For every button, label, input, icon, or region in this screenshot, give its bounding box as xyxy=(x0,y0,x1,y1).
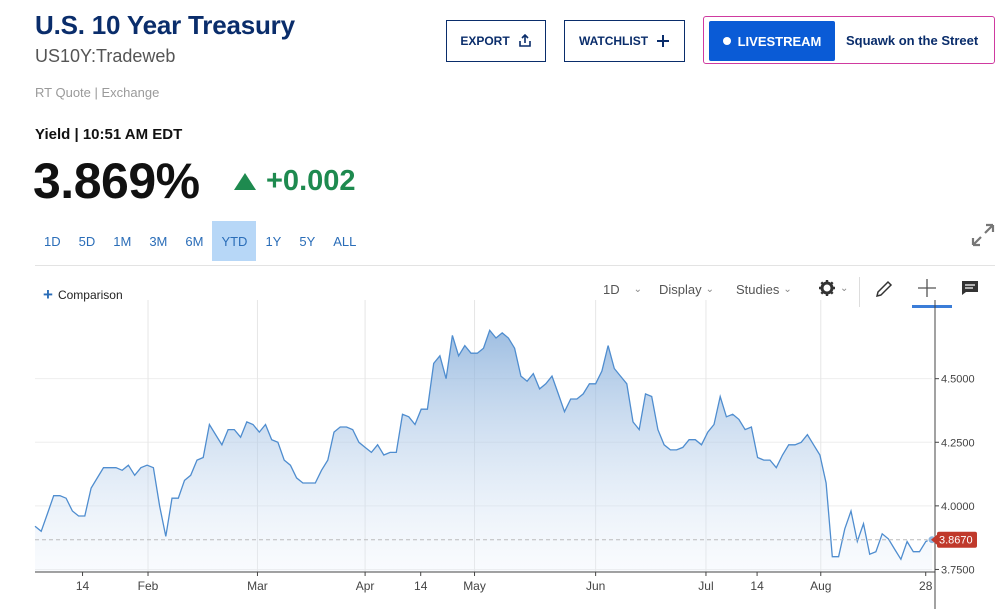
settings-button[interactable]: ⌄ xyxy=(818,279,848,297)
range-tab[interactable]: ALL xyxy=(333,233,357,249)
x-tick-label: 28 xyxy=(919,579,933,593)
watchlist-button[interactable]: WATCHLIST xyxy=(564,20,685,62)
divider xyxy=(35,265,995,266)
crosshair-active-indicator xyxy=(912,305,952,308)
range-tab[interactable]: 3M xyxy=(149,233,168,249)
y-tick-label: 4.0000 xyxy=(941,501,975,513)
livestream-button[interactable]: LIVESTREAM xyxy=(709,21,835,61)
x-tick-label: May xyxy=(463,579,486,593)
ticker-symbol: US10Y:Tradeweb xyxy=(35,46,176,66)
display-dropdown[interactable]: Display ⌄ xyxy=(659,282,714,297)
export-label: EXPORT xyxy=(460,34,510,48)
chevron-down-icon: ⌄ xyxy=(705,284,715,295)
comparison-button[interactable]: + Comparison xyxy=(43,285,123,305)
livestream-box[interactable]: LIVESTREAM Squawk on the Street xyxy=(703,16,995,64)
x-tick-label: Jul xyxy=(698,579,713,593)
up-arrow-icon xyxy=(234,173,256,190)
range-tab-active[interactable]: YTD xyxy=(212,221,257,261)
interval-label: 1D xyxy=(603,282,620,297)
display-label: Display xyxy=(659,282,702,297)
series-line xyxy=(34,328,933,561)
plus-icon xyxy=(657,35,670,47)
x-tick-label: 14 xyxy=(76,579,90,593)
x-tick-label: Jun xyxy=(586,579,605,593)
x-tick-label: Aug xyxy=(810,579,831,593)
crosshair-icon[interactable] xyxy=(916,277,938,299)
range-selector: 1D 5D 1M 3M 6M YTD 1Y 5Y ALL xyxy=(35,221,365,261)
livestream-show-link[interactable]: Squawk on the Street xyxy=(846,33,979,48)
interval-dropdown[interactable]: 1D ⌄ xyxy=(603,282,642,297)
comment-icon[interactable] xyxy=(960,279,980,297)
x-tick-label: 14 xyxy=(750,579,764,593)
range-tab[interactable]: 1Y xyxy=(265,233,282,249)
y-tick-label: 4.5000 xyxy=(941,374,975,386)
page-title: U.S. 10 Year Treasury xyxy=(35,10,295,40)
x-tick-label: Apr xyxy=(356,579,375,593)
last-price: 3.869% xyxy=(33,153,200,209)
yield-chart[interactable]: 4.5000 4.2500 4.0000 3.7500 3.8670 14 Feb Mar Ap… xyxy=(0,300,1001,609)
watchlist-label: WATCHLIST xyxy=(578,34,649,48)
y-tick-label: 4.2500 xyxy=(941,437,975,449)
range-tab[interactable]: 6M xyxy=(185,233,204,249)
quote-meta: RT Quote | Exchange xyxy=(35,85,160,100)
series-area xyxy=(35,330,932,572)
range-tab[interactable]: 5Y xyxy=(299,233,316,249)
pencil-icon[interactable] xyxy=(873,278,895,300)
y-tick-label: 3.7500 xyxy=(941,564,975,576)
last-value-label: 3.8670 xyxy=(939,535,973,547)
chevron-down-icon: ⌄ xyxy=(840,282,849,294)
range-tab[interactable]: 1D xyxy=(44,233,61,249)
price-change-value: +0.002 xyxy=(266,165,356,197)
last-value-badge-pointer xyxy=(931,534,937,545)
x-tick-label: Mar xyxy=(247,579,268,593)
gear-icon xyxy=(819,280,835,296)
toolbar-separator xyxy=(859,277,860,307)
yield-label: Yield | 10:51 AM EDT xyxy=(35,126,183,143)
x-tick-label: Feb xyxy=(138,579,159,593)
range-tab[interactable]: 1M xyxy=(113,233,132,249)
range-tab[interactable]: 5D xyxy=(78,233,96,249)
chevron-down-icon: ⌄ xyxy=(633,284,643,295)
last-value-badge xyxy=(937,531,977,548)
price-change: +0.002 xyxy=(234,165,356,198)
expand-icon[interactable] xyxy=(970,222,996,248)
chevron-down-icon: ⌄ xyxy=(783,284,792,295)
studies-label: Studies xyxy=(736,282,780,297)
x-tick-label: 14 xyxy=(414,579,428,593)
livestream-label: LIVESTREAM xyxy=(737,33,822,49)
share-icon xyxy=(518,34,531,47)
studies-dropdown[interactable]: Studies ⌄ xyxy=(736,282,792,297)
export-button[interactable]: EXPORT xyxy=(446,20,546,62)
live-dot-icon xyxy=(722,37,731,45)
plus-icon: + xyxy=(43,285,53,304)
comparison-label: Comparison xyxy=(57,288,123,302)
